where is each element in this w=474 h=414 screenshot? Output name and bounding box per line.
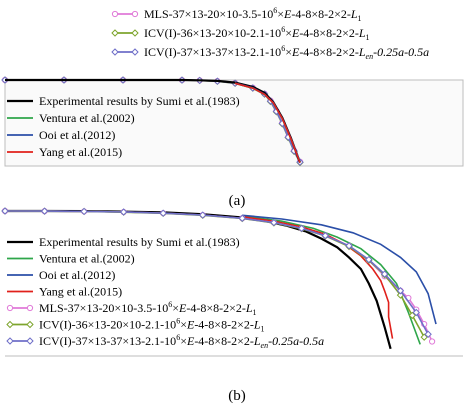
legend-b-marker-5-b (26, 320, 34, 329)
b-point-5-15 (420, 333, 428, 341)
legend-b-label-4: MLS-37×13-20×10-3.5-106×E-4-8×8-2×2-L1 (39, 300, 257, 317)
legend-b-marker-5-a (6, 320, 14, 329)
legend-a-top-marker-2-b (131, 48, 139, 56)
b-point-6-11 (365, 255, 373, 264)
legend-b-entry-2: Ooi et al.(2012) (7, 268, 115, 282)
b-series-2 (242, 214, 437, 325)
b-point-6-12 (380, 270, 389, 278)
b-point-6-10 (345, 242, 353, 250)
legend-a-bottom-entry-0: Experimental results by Sumi et al.(1983… (7, 94, 240, 108)
b-point-6-1 (40, 207, 49, 215)
legend-a-top-entry-2: ICV(I)-37×13-37×13-2.1-106×E-4-8×8-2×2-L… (111, 44, 429, 61)
b-series-line-1 (242, 215, 421, 345)
a-series-line-6 (234, 82, 301, 163)
b-point-6-15 (424, 330, 432, 338)
legend-b-entry-5: ICV(I)-36×13-20×10-2.1-106×E-4-8×8-2×2-L… (6, 317, 265, 334)
b-point-5-14 (408, 311, 417, 320)
b-series-line-3 (242, 216, 394, 339)
legend-a-top-marker-2-a (111, 48, 119, 56)
legend-b-marker-4-b (26, 304, 34, 312)
b-point-6-5 (199, 211, 207, 219)
panel-a-frame (4, 79, 464, 167)
legend-b-label-3: Yang et al.(2015) (39, 285, 122, 299)
legend-b-marker-6-a (6, 337, 14, 345)
legend-a-bottom-label-2: Ooi et al.(2012) (39, 128, 115, 142)
legend-a-top-label-0: MLS-37×13-20×10-3.5-106×E-4-8×8-2×2-L1 (144, 6, 362, 23)
b-point-6-3 (119, 208, 128, 216)
panel-a: MLS-37×13-20×10-3.5-106×E-4-8×8-2×2-L1 IC… (1, 6, 464, 167)
panel-b: Experimental results by Sumi et al.(1983… (1, 207, 463, 357)
legend-a-top-entry-1: ICV(I)-36×13-20×10-2.1-106×E-4-8×8-2×2-L… (111, 25, 370, 42)
legend-b-label-1: Ventura et al.(2002) (39, 252, 135, 266)
legend-a-top-entry-0: MLS-37×13-20×10-3.5-106×E-4-8×8-2×2-L1 (111, 6, 362, 23)
legend-a-bottom-label-0: Experimental results by Sumi et al.(1983… (39, 94, 240, 108)
b-point-4-17 (428, 338, 436, 345)
b-point-6-14 (412, 308, 420, 317)
legend-b-label-5: ICV(I)-36×13-20×10-2.1-106×E-4-8×8-2×2-L… (39, 317, 265, 334)
legend-b-entry-1: Ventura et al.(2002) (7, 252, 135, 266)
b-point-6-13 (396, 287, 405, 295)
legend-b-entry-0: Experimental results by Sumi et al.(1983… (7, 235, 240, 249)
legend-a-top-label-2: ICV(I)-37×13-37×13-2.1-106×E-4-8×8-2×2-L… (144, 44, 429, 61)
b-point-6-2 (80, 207, 88, 216)
legend-b-entry-6: ICV(I)-37×13-37×13-2.1-106×E-4-8×8-2×2-L… (6, 333, 324, 350)
legend-a-top-marker-0-b (131, 10, 139, 18)
panel-a-series (1, 76, 304, 167)
b-point-6-4 (159, 209, 167, 217)
legend-b-entry-4: MLS-37×13-20×10-3.5-106×E-4-8×8-2×2-L1 (6, 300, 257, 317)
legend-a-bottom-label-3: Yang et al.(2015) (39, 145, 122, 159)
b-series-line-6 (4, 210, 429, 335)
b-series-3 (242, 216, 394, 339)
b-series-line-2 (242, 214, 437, 325)
legend-b-label-2: Ooi et al.(2012) (39, 268, 115, 282)
legend-a-bottom-entry-2: Ooi et al.(2012) (7, 128, 115, 142)
legend-a-top-marker-1-a (111, 29, 119, 37)
b-point-6-8 (297, 224, 306, 233)
legend-a-top-marker-0-a (111, 10, 119, 18)
b-point-6-6 (238, 214, 246, 222)
b-series-6 (1, 207, 432, 338)
b-point-6-7 (270, 218, 278, 227)
legend-b-marker-6-b (26, 337, 34, 345)
b-point-6-0 (1, 207, 9, 215)
legend-b-label-0: Experimental results by Sumi et al.(1983… (39, 235, 240, 249)
b-point-6-9 (321, 231, 330, 240)
legend-b-marker-4-a (6, 304, 14, 312)
legend-a-top-label-1: ICV(I)-36×13-20×10-2.1-106×E-4-8×8-2×2-L… (144, 25, 370, 42)
legend-a-bottom-entry-3: Yang et al.(2015) (7, 145, 122, 159)
panel-a-legend-bottom: Experimental results by Sumi et al.(1983… (7, 94, 240, 159)
caption-a: (a) (229, 193, 246, 209)
legend-b-label-6: ICV(I)-37×13-37×13-2.1-106×E-4-8×8-2×2-L… (39, 333, 324, 350)
legend-b-entry-3: Yang et al.(2015) (7, 285, 122, 299)
b-series-1 (242, 215, 421, 345)
legend-a-bottom-label-1: Ventura et al.(2002) (39, 111, 135, 125)
a-series-6 (234, 82, 301, 163)
panel-b-legend: Experimental results by Sumi et al.(1983… (6, 235, 324, 350)
panel-b-series (1, 207, 437, 350)
legend-a-bottom-entry-1: Ventura et al.(2002) (7, 111, 135, 125)
panel-a-legend-top: MLS-37×13-20×10-3.5-106×E-4-8×8-2×2-L1 IC… (111, 6, 429, 61)
caption-b: (b) (228, 388, 246, 404)
legend-a-top-marker-1-b (131, 29, 139, 37)
